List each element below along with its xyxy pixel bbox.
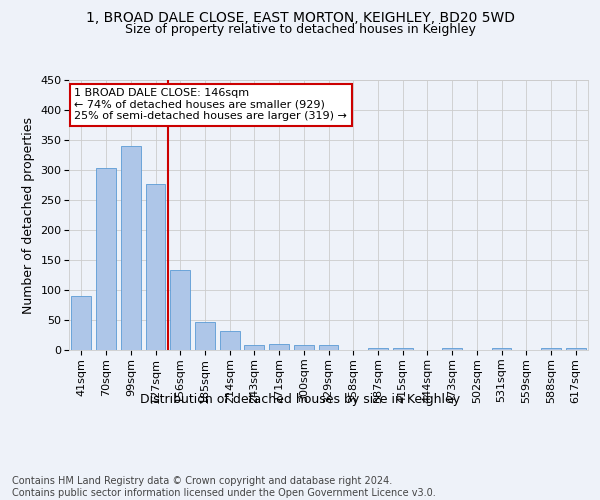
Text: Distribution of detached houses by size in Keighley: Distribution of detached houses by size … bbox=[140, 392, 460, 406]
Bar bbox=[294, 345, 314, 350]
Bar bbox=[220, 332, 239, 350]
Bar bbox=[491, 348, 511, 350]
Bar bbox=[244, 344, 264, 350]
Bar bbox=[195, 322, 215, 350]
Bar bbox=[170, 270, 190, 350]
Text: 1 BROAD DALE CLOSE: 146sqm
← 74% of detached houses are smaller (929)
25% of sem: 1 BROAD DALE CLOSE: 146sqm ← 74% of deta… bbox=[74, 88, 347, 122]
Bar bbox=[393, 348, 413, 350]
Bar bbox=[319, 345, 338, 350]
Bar bbox=[121, 146, 140, 350]
Bar bbox=[71, 296, 91, 350]
Bar bbox=[368, 348, 388, 350]
Text: 1, BROAD DALE CLOSE, EAST MORTON, KEIGHLEY, BD20 5WD: 1, BROAD DALE CLOSE, EAST MORTON, KEIGHL… bbox=[86, 11, 515, 25]
Bar bbox=[96, 168, 116, 350]
Y-axis label: Number of detached properties: Number of detached properties bbox=[22, 116, 35, 314]
Bar bbox=[566, 348, 586, 350]
Bar bbox=[541, 348, 561, 350]
Text: Size of property relative to detached houses in Keighley: Size of property relative to detached ho… bbox=[125, 22, 475, 36]
Bar bbox=[442, 348, 462, 350]
Bar bbox=[269, 344, 289, 350]
Text: Contains HM Land Registry data © Crown copyright and database right 2024.
Contai: Contains HM Land Registry data © Crown c… bbox=[12, 476, 436, 498]
Bar bbox=[146, 184, 166, 350]
